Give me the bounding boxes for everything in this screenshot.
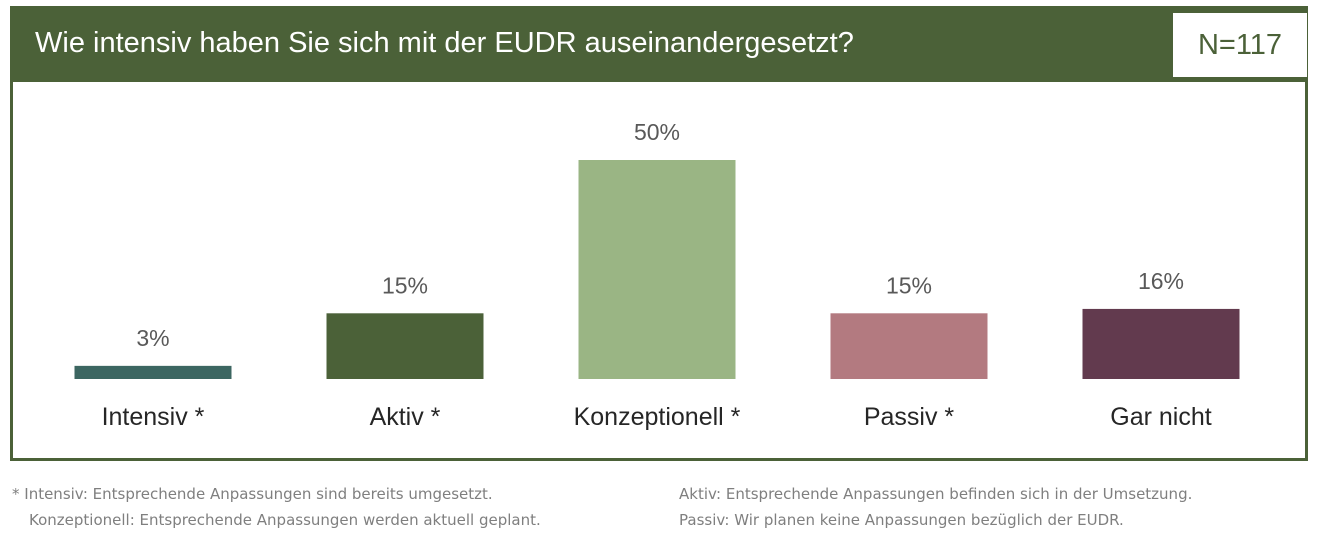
footnotes-left: * Intensiv: Entsprechende Anpassungen si…: [12, 481, 541, 533]
bar-intensiv: [74, 365, 232, 379]
chart-title: Wie intensiv haben Sie sich mit der EUDR…: [35, 27, 854, 59]
footnote-passiv: Passiv: Wir planen keine Anpassungen bez…: [679, 511, 1124, 529]
bar-passiv: [830, 313, 988, 379]
category-label-gar-nicht: Gar nicht: [1110, 403, 1211, 431]
footnote-intensiv: * Intensiv: Entsprechende Anpassungen si…: [12, 485, 493, 503]
footnote-aktiv: Aktiv: Entsprechende Anpassungen befinde…: [679, 485, 1193, 503]
value-label-intensiv: 3%: [136, 325, 169, 351]
bar-chart: 3% Intensiv * 15% Aktiv * 50% Konzeptionell *…: [74, 119, 1240, 431]
value-label-passiv: 15%: [886, 272, 932, 298]
footnote-konzeptionell: Konzeptionell: Entsprechende Anpassungen…: [29, 511, 541, 529]
value-label-gar-nicht: 16%: [1138, 268, 1184, 294]
category-label-konzeptionell: Konzeptionell *: [574, 403, 741, 431]
value-label-aktiv: 15%: [382, 272, 428, 298]
category-label-intensiv: Intensiv *: [102, 403, 205, 431]
chart-frame: Wie intensiv haben Sie sich mit der EUDR…: [10, 6, 1308, 461]
sample-size-box: N=117: [1173, 13, 1307, 77]
bar-konzeptionell: [578, 160, 736, 379]
sample-size-label: N=117: [1197, 28, 1283, 61]
category-label-aktiv: Aktiv *: [370, 403, 441, 431]
footnotes-right: Aktiv: Entsprechende Anpassungen befinde…: [679, 481, 1192, 533]
bar-aktiv: [326, 313, 484, 379]
value-label-konzeptionell: 50%: [634, 119, 680, 145]
category-label-passiv: Passiv *: [864, 403, 955, 431]
bar-gar-nicht: [1082, 308, 1240, 379]
chart-header: Wie intensiv haben Sie sich mit der EUDR…: [13, 9, 1307, 82]
